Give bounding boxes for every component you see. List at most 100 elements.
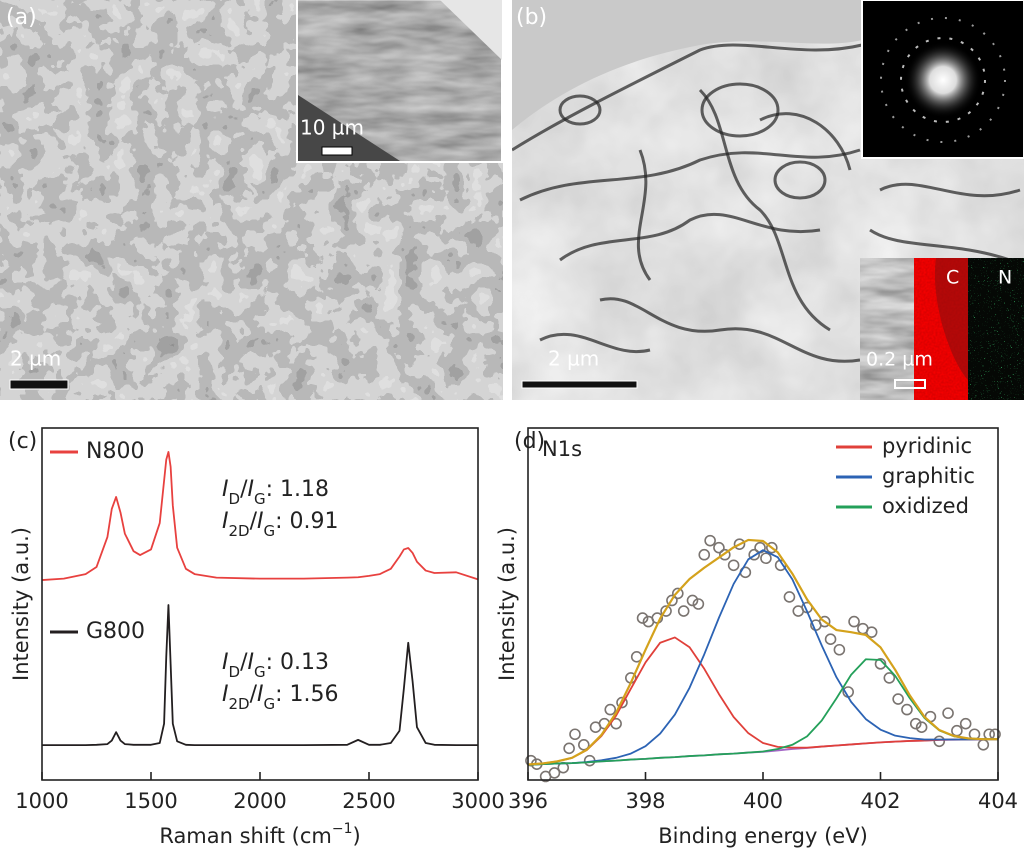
data-point — [833, 643, 846, 656]
data-point — [959, 717, 972, 730]
saed-ring — [880, 17, 1006, 143]
text-part: G — [254, 663, 266, 681]
annotation: N1s — [542, 437, 582, 461]
map-label: N — [998, 267, 1012, 289]
panel-label: (d) — [514, 429, 545, 454]
text-part: −1 — [332, 821, 353, 837]
saed-inset — [861, 0, 1024, 159]
x-axis-label: Raman shift (cm−1) — [159, 821, 360, 848]
data-point — [748, 548, 760, 561]
data-point — [865, 626, 878, 638]
x-tick-label: 1000 — [15, 789, 68, 813]
tem-vacuum — [512, 0, 862, 130]
envelope-line — [527, 538, 998, 766]
text-part: : 0.13 — [266, 650, 329, 675]
data-point — [677, 605, 690, 617]
series-line — [527, 636, 998, 766]
series-line — [41, 451, 479, 581]
legend-label: graphitic — [882, 464, 975, 488]
data-point — [933, 735, 946, 748]
inset-scale-bar — [321, 146, 353, 156]
data-point — [563, 742, 575, 755]
text-part: : 1.56 — [275, 682, 338, 707]
x-tick-label: 3000 — [451, 789, 504, 813]
text-part: G — [264, 522, 276, 540]
annotation: ID/IG: 1.18 — [222, 477, 329, 508]
data-point — [901, 703, 913, 716]
panel-label: (c) — [8, 429, 37, 454]
text-part: I — [257, 509, 264, 534]
saed-center — [905, 42, 981, 118]
data-point — [719, 548, 731, 561]
map-label: C — [946, 267, 959, 289]
eds-nitrogen — [968, 258, 1024, 400]
inset-scale-bar — [894, 379, 926, 389]
text-part: ) — [352, 824, 360, 848]
x-axis-label: Binding energy (eV) — [658, 824, 868, 848]
data-point — [660, 605, 672, 617]
inset-edge — [440, 0, 502, 60]
text-part: : 0.91 — [275, 509, 338, 534]
text-part: D — [229, 663, 241, 681]
legend-label: oxidized — [882, 494, 969, 518]
x-tick-label: 400 — [743, 789, 783, 813]
x-tick-label: 2500 — [342, 789, 395, 813]
text-part: I — [222, 682, 229, 707]
scale-bar — [9, 379, 69, 390]
text-part: G — [254, 490, 266, 508]
x-tick-label: 396 — [508, 789, 548, 813]
data-point — [951, 724, 963, 737]
data-point — [824, 633, 837, 646]
data-point — [909, 717, 922, 730]
inset-scale-label: 0.2 µm — [866, 349, 933, 371]
text-part: / — [250, 682, 258, 707]
data-point — [548, 767, 561, 779]
data-point — [604, 703, 617, 716]
series-line — [42, 604, 478, 747]
panel-label: (a) — [6, 5, 37, 30]
text-part: G — [264, 695, 276, 713]
scale-label: 2 µm — [548, 347, 599, 371]
data-point — [760, 552, 772, 565]
data-point — [766, 541, 778, 554]
data-point — [848, 615, 860, 628]
data-point — [942, 707, 954, 719]
text-part: 2D — [229, 522, 250, 540]
y-axis-label: Intensity (a.u.) — [495, 527, 519, 681]
data-point — [818, 615, 831, 628]
data-point — [578, 738, 590, 751]
x-tick-label: 398 — [625, 789, 665, 813]
series-line — [527, 549, 998, 766]
data-point — [892, 693, 904, 705]
data-point — [698, 548, 711, 561]
y-axis-label: Intensity (a.u.) — [9, 527, 33, 681]
annotation: I2D/IG: 0.91 — [222, 509, 339, 540]
data-point — [704, 534, 716, 547]
eds-image — [859, 257, 915, 400]
text-part: I — [222, 509, 229, 534]
data-point — [733, 538, 746, 550]
inset-scale-label: 10 µm — [300, 116, 364, 140]
text-part: / — [240, 477, 248, 502]
data-point — [915, 721, 928, 734]
data-point — [686, 594, 699, 607]
text-part: / — [240, 650, 248, 675]
text-part: : 1.18 — [266, 477, 329, 502]
legend-label: pyridinic — [882, 434, 972, 458]
annotation: I2D/IG: 1.56 — [222, 682, 339, 713]
scale-label: 2 µm — [10, 347, 61, 371]
data-point — [569, 728, 581, 741]
data-point — [616, 696, 628, 709]
text-part: D — [229, 490, 241, 508]
x-tick-label: 402 — [860, 789, 900, 813]
plot-frame — [41, 427, 479, 781]
data-point — [783, 591, 796, 603]
x-tick-label: 1500 — [124, 789, 177, 813]
x-tick-label: 404 — [978, 789, 1018, 813]
inset-substrate — [298, 95, 400, 161]
scale-bar — [521, 380, 638, 389]
annotation: ID/IG: 0.13 — [222, 650, 329, 681]
data-point — [883, 672, 896, 684]
data-point — [672, 587, 684, 600]
